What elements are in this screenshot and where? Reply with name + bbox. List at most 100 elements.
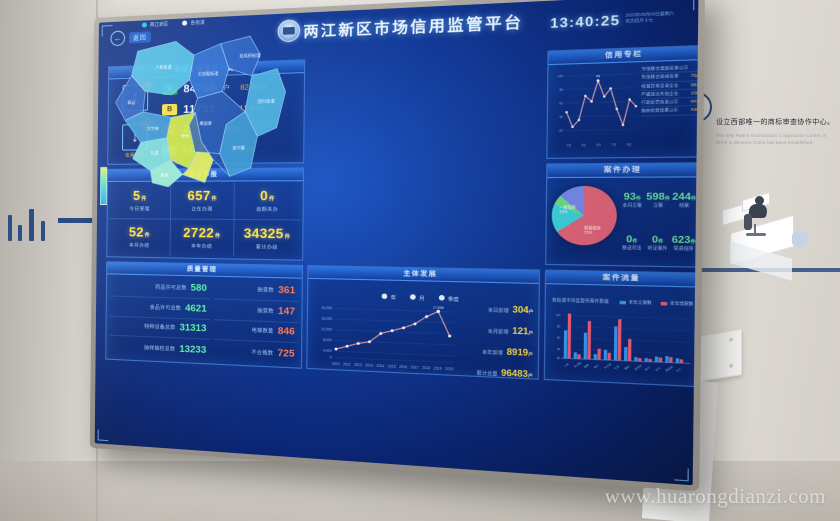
credit-report-value: 762 [690, 73, 699, 79]
penalty-unit: 件 [664, 195, 670, 202]
penalty-unit: 件 [632, 237, 638, 244]
quality-label: 药品许可总数 [155, 284, 187, 292]
map-legend-label: 各街道 [190, 19, 205, 26]
svg-text:礼嘉: 礼嘉 [613, 363, 621, 370]
svg-text:人和: 人和 [563, 362, 570, 369]
svg-text:3月: 3月 [581, 143, 586, 148]
cases-legend-label: 本年结案数 [669, 300, 694, 307]
penalty-value: 623 [671, 233, 691, 246]
map-legend-label: 两江新区 [149, 21, 169, 28]
penalty-cell[interactable]: 0件 移送司法 [619, 221, 645, 263]
svg-text:8,000: 8,000 [323, 338, 332, 343]
credit-report-line-chart: 100 80 60 40 20 86 [551, 65, 640, 151]
svg-text:86: 86 [596, 74, 600, 79]
svg-text:5月: 5月 [596, 142, 601, 147]
credit-report-label: 失信联合惩戒名单 [641, 74, 679, 80]
wall-isometric-illustration [700, 190, 840, 300]
quality-value: 13233 [179, 343, 207, 356]
quality-value: 147 [277, 305, 296, 318]
development-line-chart: 0 4,000 8,000 12,000 16,000 20,000 [314, 301, 457, 373]
svg-text:20,000: 20,000 [321, 306, 332, 311]
svg-text:2015: 2015 [388, 364, 396, 369]
pie-label-primary: 简易程序 71% [584, 225, 601, 235]
complaint-label: 本月办结 [128, 243, 150, 250]
corner-accent-br [674, 467, 689, 482]
clock-time: 13:40:25 [550, 12, 621, 32]
complaint-unit: 件 [214, 233, 221, 240]
wall-deco-line [58, 218, 118, 223]
svg-text:2017: 2017 [410, 365, 418, 370]
penalty-label: 立案 [653, 203, 663, 209]
development-stat-label: 本年新增 [482, 349, 504, 356]
svg-text:大竹林: 大竹林 [603, 361, 614, 370]
quality-value: 725 [277, 347, 295, 360]
pie-label-pct: 71% [583, 230, 593, 236]
svg-text:2018: 2018 [422, 366, 431, 371]
quality-row[interactable]: 抽查数 147 [213, 299, 299, 323]
development-stats: 本日新增 304户 本月新增 121户 本年新增 8919户 [463, 303, 534, 380]
cases-legend-item[interactable]: 本年结案数 [660, 300, 694, 308]
development-stat-value: 8919 [506, 347, 529, 358]
svg-text:龙兴镇: 龙兴镇 [232, 145, 245, 150]
development-tabs: 年 月 季度 [381, 293, 459, 303]
quality-label: 食品许可总数 [149, 304, 182, 312]
penalty-cell[interactable]: 0件 听证案件 [644, 221, 670, 264]
penalty-label: 结案 [679, 203, 690, 209]
complaint-cell[interactable]: 52件 本月办结 [109, 218, 171, 256]
panel-development: 主体发展 年 月 季度 [306, 265, 541, 380]
development-stat: 本年新增 8919户 [464, 345, 534, 358]
development-tab[interactable]: 年 [381, 293, 397, 301]
district-map[interactable]: 人和街道 天宫殿街道 双凤桥街道 回兴街道 龙兴镇 果园港 翠云 大竹林 礼嘉 … [97, 25, 303, 212]
development-stat: 本月新增 121户 [464, 324, 534, 337]
svg-text:7月: 7月 [611, 142, 616, 147]
credit-report-value: 583 [690, 82, 699, 87]
cases-legend-item[interactable]: 本年立案数 [619, 300, 652, 307]
svg-text:0: 0 [330, 355, 332, 359]
svg-text:12,000: 12,000 [321, 327, 332, 332]
quality-label: 不合格数 [251, 349, 274, 357]
development-tab[interactable]: 季度 [438, 294, 459, 303]
quality-row[interactable]: 抽查数 361 [213, 278, 299, 302]
credit-chart-svg: 100 80 60 40 20 86 [558, 65, 640, 148]
svg-text:40: 40 [559, 115, 563, 120]
penalty-value: 244 [672, 190, 691, 203]
quality-row[interactable]: 不合格数 725 [213, 340, 298, 364]
svg-text:60: 60 [557, 338, 561, 340]
svg-text:60: 60 [559, 101, 563, 106]
quality-value: 31313 [179, 322, 207, 335]
development-stat-label: 累计总量 [476, 370, 498, 377]
svg-text:水土: 水土 [674, 366, 683, 373]
quality-row[interactable]: 抽样抽检总数 13233 [109, 336, 209, 360]
complaint-cell[interactable]: 2722件 本年办结 [170, 219, 235, 257]
svg-text:康美: 康美 [160, 172, 168, 177]
credit-report-label: 守信联合激励名单公示 [641, 65, 689, 72]
credit-report-item[interactable]: 抽查检查结果公示 436 [640, 106, 699, 117]
svg-text:双凤桥: 双凤桥 [633, 363, 644, 372]
svg-text:9月: 9月 [627, 142, 632, 147]
svg-text:天宫殿街道: 天宫殿街道 [198, 71, 219, 77]
svg-text:果园港: 果园港 [199, 120, 211, 125]
cases-legend: 本年立案数 本年结案数 [619, 300, 694, 308]
panel-penalty: 案件办理 一般程序 12% 简易程序 71% 9 [545, 162, 699, 268]
quality-value: 4621 [185, 302, 207, 315]
svg-text:回兴街道: 回兴街道 [258, 98, 275, 104]
complaint-unit: 件 [284, 234, 291, 241]
penalty-cell[interactable]: 93件 本月立案 [619, 179, 645, 221]
svg-text:80: 80 [557, 326, 561, 328]
watermark: www.huarongdianzi.com [604, 484, 826, 508]
quality-value: 580 [190, 282, 207, 295]
pie-label-pct: 12% [559, 209, 568, 215]
corner-accent-bl [97, 429, 109, 442]
wall-display-tv: ← 返回 两江新区市场信用监管平台 13:40:25 2020年05月09日星期… [89, 0, 706, 492]
svg-text:2010: 2010 [332, 362, 340, 367]
map-legend-item[interactable]: 各街道 [182, 19, 205, 27]
development-tab[interactable]: 月 [409, 294, 425, 302]
map-legend-item[interactable]: 两江新区 [141, 21, 169, 28]
svg-text:2016: 2016 [399, 365, 407, 370]
penalty-cell[interactable]: 244件 结案 [671, 179, 698, 222]
penalty-cell[interactable]: 598件 立案 [645, 179, 671, 221]
complaint-cell[interactable]: 34325件 累计办结 [234, 219, 300, 257]
development-stat: 累计总量 96483户 [463, 366, 533, 379]
penalty-cell[interactable]: 623件 简易程序 [670, 221, 697, 264]
